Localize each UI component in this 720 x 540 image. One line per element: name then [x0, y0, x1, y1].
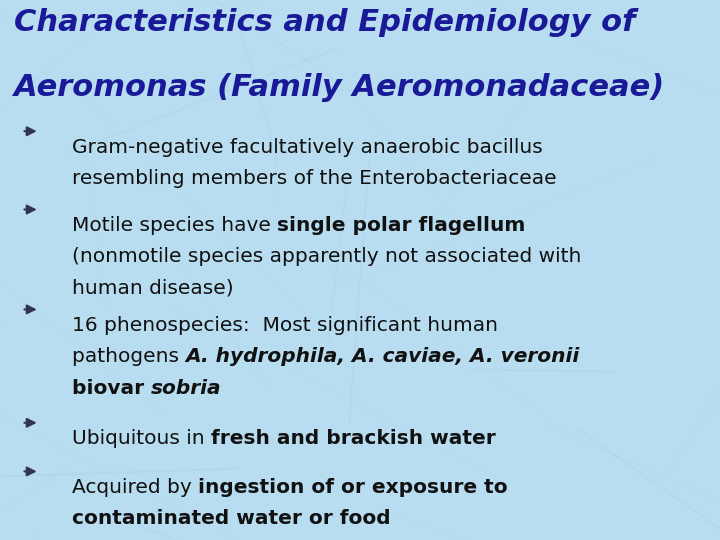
Text: sobria: sobria [151, 379, 222, 397]
Text: biovar: biovar [72, 379, 151, 397]
Text: pathogens: pathogens [72, 347, 185, 366]
Text: Acquired by: Acquired by [72, 478, 198, 497]
Text: Motile species have: Motile species have [72, 216, 277, 235]
Text: Ubiquitous in: Ubiquitous in [72, 429, 211, 448]
Text: ingestion of or exposure to: ingestion of or exposure to [198, 478, 508, 497]
Text: contaminated water or food: contaminated water or food [72, 509, 391, 528]
Text: Aeromonas (Family Aeromonadaceae): Aeromonas (Family Aeromonadaceae) [14, 73, 666, 102]
Text: fresh and brackish water: fresh and brackish water [211, 429, 496, 448]
Text: human disease): human disease) [72, 279, 233, 298]
Text: resembling members of the Enterobacteriaceae: resembling members of the Enterobacteria… [72, 169, 557, 188]
Text: Characteristics and Epidemiology of: Characteristics and Epidemiology of [14, 8, 636, 37]
Text: Gram-negative facultatively anaerobic bacillus: Gram-negative facultatively anaerobic ba… [72, 138, 543, 157]
Text: (nonmotile species apparently not associated with: (nonmotile species apparently not associ… [72, 247, 581, 266]
Text: single polar flagellum: single polar flagellum [277, 216, 526, 235]
Text: 16 phenospecies:  Most significant human: 16 phenospecies: Most significant human [72, 316, 498, 335]
Text: A. hydrophila, A. caviae, A. veronii: A. hydrophila, A. caviae, A. veronii [185, 347, 580, 366]
